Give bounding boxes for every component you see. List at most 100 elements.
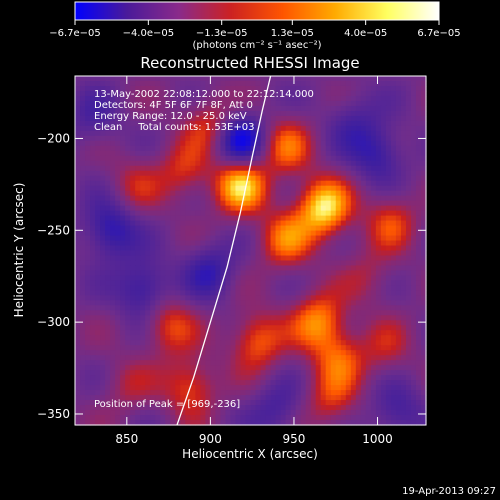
- heatmap-cell: [250, 360, 257, 366]
- heatmap-cell: [380, 305, 387, 311]
- heatmap-cell: [325, 280, 332, 286]
- heatmap-cell: [310, 220, 317, 227]
- heatmap-cell: [125, 150, 131, 157]
- heatmap-cell: [210, 370, 216, 376]
- heatmap-cell: [420, 375, 427, 381]
- heatmap-cell: [270, 370, 277, 376]
- heatmap-cell: [260, 130, 267, 137]
- heatmap-cell: [120, 365, 126, 371]
- heatmap-cell: [260, 350, 267, 356]
- heatmap-cell: [230, 110, 237, 117]
- heatmap-cell: [345, 240, 352, 247]
- heatmap-cell: [200, 300, 206, 306]
- heatmap-cell: [180, 170, 186, 177]
- heatmap-cell: [185, 325, 191, 331]
- heatmap-cell: [165, 160, 171, 167]
- heatmap-cell: [275, 80, 282, 87]
- heatmap-cell: [125, 85, 131, 92]
- heatmap-cell: [170, 125, 176, 132]
- heatmap-cell: [290, 375, 297, 381]
- heatmap-cell: [285, 115, 292, 122]
- heatmap-cell: [190, 90, 196, 97]
- heatmap-cell: [335, 210, 342, 217]
- heatmap-cell: [295, 390, 302, 396]
- heatmap-cell: [180, 265, 186, 272]
- heatmap-cell: [135, 275, 141, 282]
- heatmap-cell: [305, 150, 312, 157]
- heatmap-cell: [420, 350, 427, 356]
- heatmap-cell: [350, 260, 357, 267]
- heatmap-cell: [175, 255, 181, 262]
- heatmap-cell: [240, 125, 247, 132]
- heatmap-cell: [295, 370, 302, 376]
- heatmap-cell: [160, 280, 166, 286]
- heatmap-cell: [165, 95, 171, 102]
- heatmap-cell: [410, 265, 417, 272]
- heatmap-cell: [310, 320, 317, 326]
- heatmap-cell: [260, 190, 267, 197]
- heatmap-cell: [175, 265, 181, 272]
- heatmap-cell: [95, 205, 101, 212]
- heatmap-cell: [95, 125, 101, 132]
- heatmap-cell: [340, 355, 347, 361]
- heatmap-cell: [345, 305, 352, 311]
- heatmap-cell: [200, 220, 206, 227]
- heatmap-cell: [85, 120, 91, 127]
- heatmap-cell: [240, 265, 247, 272]
- heatmap-cell: [365, 85, 372, 92]
- heatmap-cell: [330, 185, 337, 192]
- heatmap-cell: [420, 245, 427, 252]
- heatmap-cell: [305, 325, 312, 331]
- heatmap-cell: [130, 270, 136, 277]
- heatmap-cell: [290, 76, 297, 82]
- heatmap-cell: [115, 355, 121, 361]
- heatmap-cell: [370, 210, 377, 217]
- heatmap-cell: [265, 140, 272, 147]
- heatmap-cell: [210, 405, 216, 411]
- heatmap-cell: [240, 230, 247, 237]
- heatmap-cell: [175, 285, 181, 291]
- heatmap-cell: [80, 310, 86, 316]
- heatmap-cell: [205, 125, 211, 132]
- heatmap-cell: [120, 265, 126, 272]
- heatmap-cell: [165, 140, 171, 147]
- heatmap-cell: [105, 270, 111, 277]
- heatmap-cell: [280, 275, 287, 282]
- heatmap-cell: [110, 115, 116, 122]
- heatmap-cell: [230, 100, 237, 107]
- heatmap-cell: [185, 360, 191, 366]
- heatmap-cell: [290, 400, 297, 406]
- heatmap-cell: [410, 120, 417, 127]
- heatmap-cell: [420, 255, 427, 262]
- heatmap-cell: [140, 225, 146, 232]
- heatmap-cell: [220, 76, 227, 82]
- heatmap-cell: [245, 230, 252, 237]
- heatmap-cell: [85, 410, 91, 416]
- heatmap-cell: [255, 300, 262, 306]
- heatmap-cell: [270, 205, 277, 212]
- heatmap-cell: [100, 360, 106, 366]
- heatmap-cell: [410, 400, 417, 406]
- heatmap-cell: [390, 150, 397, 157]
- heatmap-cell: [285, 365, 292, 371]
- heatmap-cell: [145, 170, 151, 177]
- heatmap-cell: [220, 185, 227, 192]
- heatmap-cell: [180, 85, 186, 92]
- heatmap-cell: [175, 150, 181, 157]
- heatmap-cell: [360, 105, 367, 112]
- heatmap-cell: [130, 185, 136, 192]
- heatmap-cell: [200, 105, 206, 112]
- heatmap-cell: [200, 76, 206, 82]
- heatmap-cell: [150, 130, 156, 137]
- heatmap-cell: [260, 385, 267, 391]
- heatmap-cell: [345, 110, 352, 117]
- heatmap-cell: [330, 95, 337, 102]
- heatmap-cell: [85, 300, 91, 306]
- heatmap-cell: [105, 125, 111, 132]
- heatmap-cell: [225, 140, 232, 147]
- heatmap-cell: [175, 205, 181, 212]
- heatmap-cell: [340, 285, 347, 291]
- heatmap-cell: [190, 275, 196, 282]
- heatmap-cell: [205, 385, 211, 391]
- heatmap-cell: [75, 395, 81, 401]
